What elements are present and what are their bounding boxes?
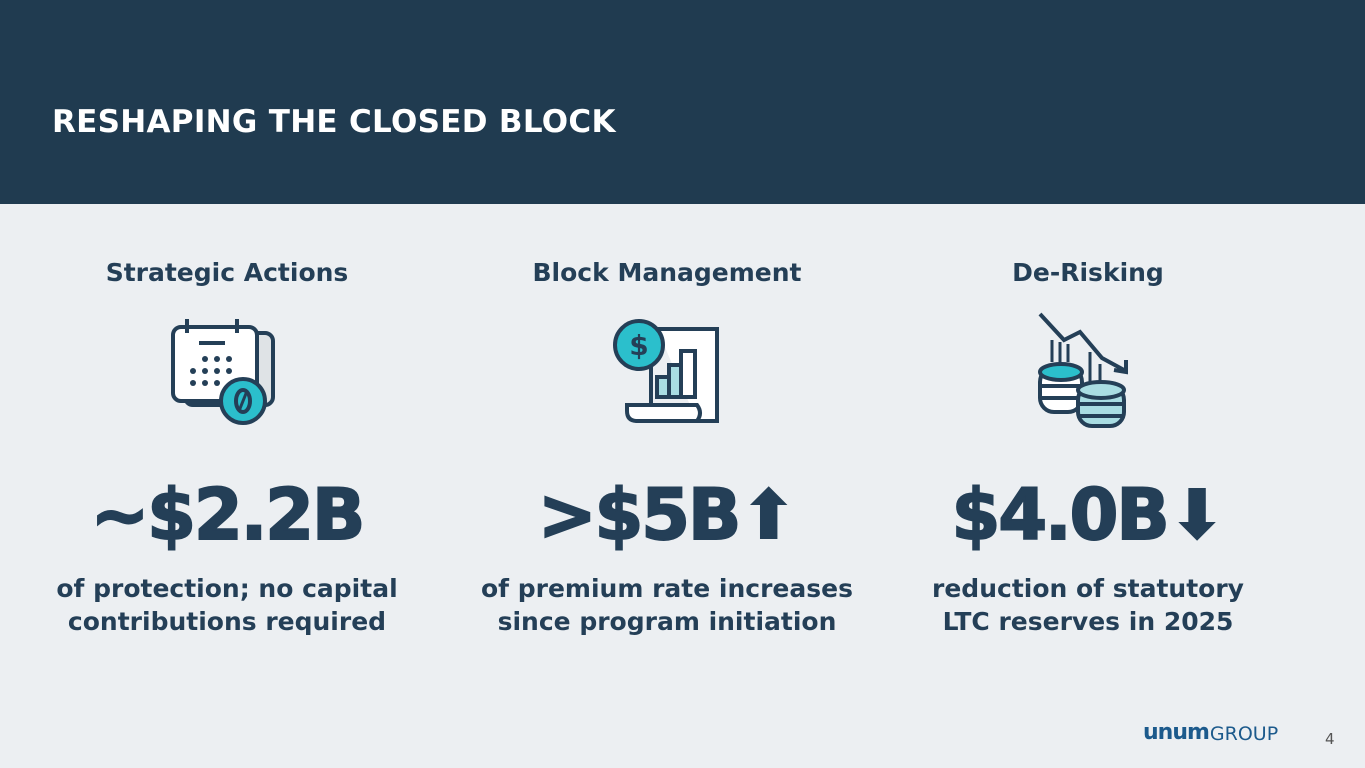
- description-line: since program initiation: [497, 607, 837, 636]
- calendar-zero-icon: [7, 312, 447, 432]
- arrow-up-icon: ⬆: [739, 474, 798, 556]
- header-banner: RESHAPING THE CLOSED BLOCK: [0, 0, 1365, 204]
- column-strategic-actions: Strategic Actions ~$2.2B of protection; …: [7, 258, 447, 638]
- rate-increase-value: >$5B⬆: [537, 473, 798, 557]
- protection-value: ~$2.2B: [90, 473, 367, 557]
- declining-coins-icon: [868, 312, 1308, 432]
- unum-group-logo: unum GROUP: [1143, 720, 1279, 745]
- column-heading: Block Management: [532, 258, 802, 287]
- column-block-management: Block Management $ >$5B⬆ of premium rate…: [447, 258, 887, 638]
- page-title: RESHAPING THE CLOSED BLOCK: [52, 104, 616, 140]
- arrow-down-icon: ⬇: [1167, 474, 1227, 556]
- description-line: contributions required: [67, 607, 387, 636]
- reserve-reduction-value: $4.0B⬇: [951, 473, 1227, 557]
- description-line: of protection; no capital: [56, 574, 398, 603]
- column-heading: De-Risking: [1012, 258, 1164, 287]
- dollar-chart-document-icon: $: [447, 312, 887, 432]
- description-line: of premium rate increases: [481, 574, 853, 603]
- description-line: reduction of statutory: [932, 574, 1244, 603]
- column-heading: Strategic Actions: [105, 258, 349, 287]
- page-number: 4: [1325, 730, 1335, 748]
- description-line: LTC reserves in 2025: [942, 607, 1234, 636]
- svg-text:$: $: [629, 329, 648, 362]
- column-de-risking: De-Risking $4.0B⬇ reduction of statutory…: [868, 258, 1308, 638]
